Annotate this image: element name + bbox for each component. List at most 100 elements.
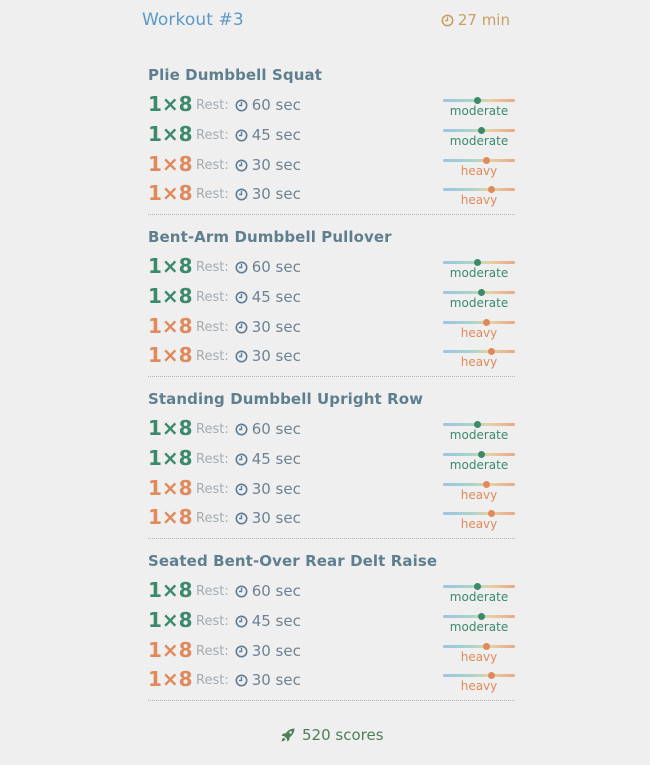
set-row[interactable]: 1×8 Rest: 30 sec heavy: [148, 638, 515, 666]
intensity-label: heavy: [460, 355, 498, 369]
rest-value: 30 sec: [251, 185, 301, 203]
rest-label: Rest:: [196, 451, 229, 467]
intensity-marker: [483, 643, 491, 650]
exercise-block: Plie Dumbbell Squat 1×8 Rest: 60 sec moderat…: [148, 64, 515, 226]
intensity-indicator[interactable]: moderate: [443, 95, 515, 119]
rest-value: 60 sec: [251, 96, 301, 114]
set-row[interactable]: 1×8 Rest: 60 sec moderate: [148, 578, 515, 606]
intensity-label: heavy: [460, 650, 498, 664]
intensity-marker: [488, 186, 496, 193]
intensity-bar: [443, 674, 515, 677]
set-row[interactable]: 1×8 Rest: 60 sec moderate: [148, 254, 515, 282]
clock-icon: [441, 14, 454, 26]
workout-duration: 27 min: [441, 11, 510, 29]
intensity-indicator[interactable]: moderate: [443, 419, 515, 443]
clock-icon: [235, 423, 248, 435]
intensity-marker: [483, 319, 491, 326]
rest-label: Rest:: [196, 127, 229, 143]
clock-icon: [235, 159, 248, 171]
set-rest: Rest: 45 sec: [196, 126, 301, 144]
workout-title[interactable]: Workout #3: [142, 10, 244, 30]
exercise-name[interactable]: Seated Bent-Over Rear Delt Raise: [148, 552, 438, 570]
intensity-label: heavy: [460, 326, 498, 340]
scores-footer[interactable]: 520 scores: [280, 726, 384, 744]
rest-label: Rest:: [196, 613, 229, 629]
clock-icon: [235, 615, 248, 627]
set-reps: 1×8: [148, 476, 193, 500]
intensity-marker: [478, 451, 486, 458]
set-row[interactable]: 1×8 Rest: 60 sec moderate: [148, 416, 515, 444]
set-rest: Rest: 30 sec: [196, 318, 301, 336]
intensity-marker: [483, 157, 491, 164]
rest-label: Rest:: [196, 481, 229, 497]
exercise-block: Seated Bent-Over Rear Delt Raise 1×8 Rest:…: [148, 550, 515, 712]
intensity-indicator[interactable]: heavy: [443, 508, 515, 532]
rest-label: Rest:: [196, 289, 229, 305]
set-reps: 1×8: [148, 446, 193, 470]
exercise-list: Plie Dumbbell Squat 1×8 Rest: 60 sec moderat…: [148, 64, 515, 712]
set-reps: 1×8: [148, 254, 193, 278]
set-reps: 1×8: [148, 416, 193, 440]
rocket-icon: [281, 728, 295, 742]
intensity-indicator[interactable]: heavy: [443, 670, 515, 694]
intensity-indicator[interactable]: moderate: [443, 611, 515, 635]
clock-icon: [235, 129, 248, 141]
intensity-label: moderate: [449, 428, 509, 442]
set-row[interactable]: 1×8 Rest: 45 sec moderate: [148, 122, 515, 150]
intensity-marker: [488, 510, 496, 517]
set-row[interactable]: 1×8 Rest: 30 sec heavy: [148, 505, 515, 533]
intensity-indicator[interactable]: heavy: [443, 184, 515, 208]
intensity-marker: [473, 259, 481, 266]
set-rest: Rest: 30 sec: [196, 185, 301, 203]
rest-value: 30 sec: [251, 156, 301, 174]
intensity-indicator[interactable]: moderate: [443, 257, 515, 281]
rest-label: Rest:: [196, 348, 229, 364]
exercise-name[interactable]: Plie Dumbbell Squat: [148, 66, 322, 84]
intensity-indicator[interactable]: heavy: [443, 479, 515, 503]
set-row[interactable]: 1×8 Rest: 30 sec heavy: [148, 667, 515, 695]
set-rest: Rest: 60 sec: [196, 258, 301, 276]
clock-icon: [235, 483, 248, 495]
set-reps: 1×8: [148, 505, 193, 529]
intensity-indicator[interactable]: heavy: [443, 317, 515, 341]
set-row[interactable]: 1×8 Rest: 45 sec moderate: [148, 446, 515, 474]
intensity-label: moderate: [449, 296, 509, 310]
set-rest: Rest: 45 sec: [196, 288, 301, 306]
duration-value: 27 min: [457, 11, 510, 29]
set-row[interactable]: 1×8 Rest: 30 sec heavy: [148, 152, 515, 180]
intensity-marker: [483, 481, 491, 488]
set-row[interactable]: 1×8 Rest: 60 sec moderate: [148, 92, 515, 120]
set-reps: 1×8: [148, 284, 193, 308]
rest-value: 30 sec: [251, 480, 301, 498]
exercise-name[interactable]: Standing Dumbbell Upright Row: [148, 390, 424, 408]
set-reps: 1×8: [148, 152, 193, 176]
intensity-indicator[interactable]: heavy: [443, 155, 515, 179]
set-row[interactable]: 1×8 Rest: 45 sec moderate: [148, 608, 515, 636]
intensity-indicator[interactable]: heavy: [443, 641, 515, 665]
intensity-bar: [443, 512, 515, 515]
set-reps: 1×8: [148, 578, 193, 602]
set-row[interactable]: 1×8 Rest: 30 sec heavy: [148, 476, 515, 504]
set-row[interactable]: 1×8 Rest: 45 sec moderate: [148, 284, 515, 312]
intensity-label: moderate: [449, 620, 509, 634]
rest-value: 45 sec: [251, 126, 301, 144]
set-reps: 1×8: [148, 181, 193, 205]
intensity-label: moderate: [449, 590, 509, 604]
clock-icon: [235, 261, 248, 273]
intensity-marker: [488, 672, 496, 679]
set-row[interactable]: 1×8 Rest: 30 sec heavy: [148, 343, 515, 371]
set-row[interactable]: 1×8 Rest: 30 sec heavy: [148, 181, 515, 209]
exercise-name[interactable]: Bent-Arm Dumbbell Pullover: [148, 228, 392, 246]
intensity-label: heavy: [460, 164, 498, 178]
set-rest: Rest: 60 sec: [196, 96, 301, 114]
rest-label: Rest:: [196, 510, 229, 526]
clock-icon: [235, 645, 248, 657]
rest-value: 60 sec: [251, 582, 301, 600]
intensity-indicator[interactable]: heavy: [443, 346, 515, 370]
intensity-indicator[interactable]: moderate: [443, 449, 515, 473]
set-row[interactable]: 1×8 Rest: 30 sec heavy: [148, 314, 515, 342]
intensity-indicator[interactable]: moderate: [443, 125, 515, 149]
rest-value: 30 sec: [251, 671, 301, 689]
intensity-indicator[interactable]: moderate: [443, 581, 515, 605]
intensity-indicator[interactable]: moderate: [443, 287, 515, 311]
